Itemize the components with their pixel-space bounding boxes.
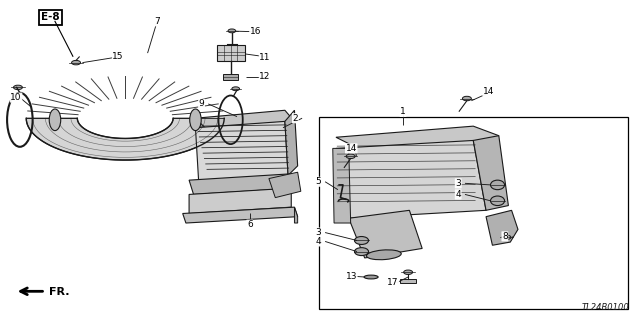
Text: 4: 4 [316,237,321,246]
Text: 17: 17 [387,278,399,287]
Ellipse shape [367,250,401,260]
Polygon shape [269,172,301,197]
Ellipse shape [189,109,201,130]
Text: 5: 5 [316,177,321,186]
Text: TL24B0100: TL24B0100 [582,303,630,312]
Text: 16: 16 [250,27,261,36]
Polygon shape [473,136,508,210]
Polygon shape [349,210,422,258]
FancyBboxPatch shape [216,45,244,61]
Polygon shape [336,140,486,218]
Bar [319,117,628,309]
Text: 14: 14 [483,87,494,96]
Ellipse shape [355,236,369,244]
Polygon shape [285,110,298,175]
Text: 15: 15 [113,52,124,61]
Circle shape [502,235,511,240]
Circle shape [13,85,22,90]
FancyBboxPatch shape [223,74,238,80]
Circle shape [232,87,239,91]
Text: 3: 3 [456,179,461,188]
Polygon shape [26,118,224,160]
Circle shape [463,96,471,101]
Text: 2: 2 [292,114,298,123]
Polygon shape [195,122,288,182]
Text: 1: 1 [400,108,406,116]
Text: E-8: E-8 [41,12,60,22]
Ellipse shape [490,180,504,190]
Circle shape [346,154,355,159]
Polygon shape [195,110,294,128]
Text: 13: 13 [346,272,357,281]
Text: 12: 12 [259,72,271,81]
FancyBboxPatch shape [400,278,417,283]
Text: 4: 4 [456,190,461,199]
Text: 10: 10 [10,93,22,102]
Text: 7: 7 [154,17,160,26]
Ellipse shape [49,109,61,130]
Polygon shape [189,188,291,213]
Ellipse shape [364,275,378,279]
Ellipse shape [355,248,369,256]
Text: 9: 9 [198,100,204,108]
Text: 6: 6 [247,220,253,229]
Circle shape [228,29,236,33]
Text: FR.: FR. [49,287,69,297]
Polygon shape [294,207,298,223]
Text: 8: 8 [502,232,508,241]
Polygon shape [189,174,296,195]
Polygon shape [182,207,298,223]
Circle shape [404,270,413,274]
Polygon shape [333,148,351,223]
Circle shape [72,60,81,65]
Text: 14: 14 [346,144,357,153]
Polygon shape [336,126,499,148]
Text: 3: 3 [316,228,321,237]
Polygon shape [486,210,518,245]
Text: 11: 11 [259,53,271,62]
Ellipse shape [490,196,504,205]
